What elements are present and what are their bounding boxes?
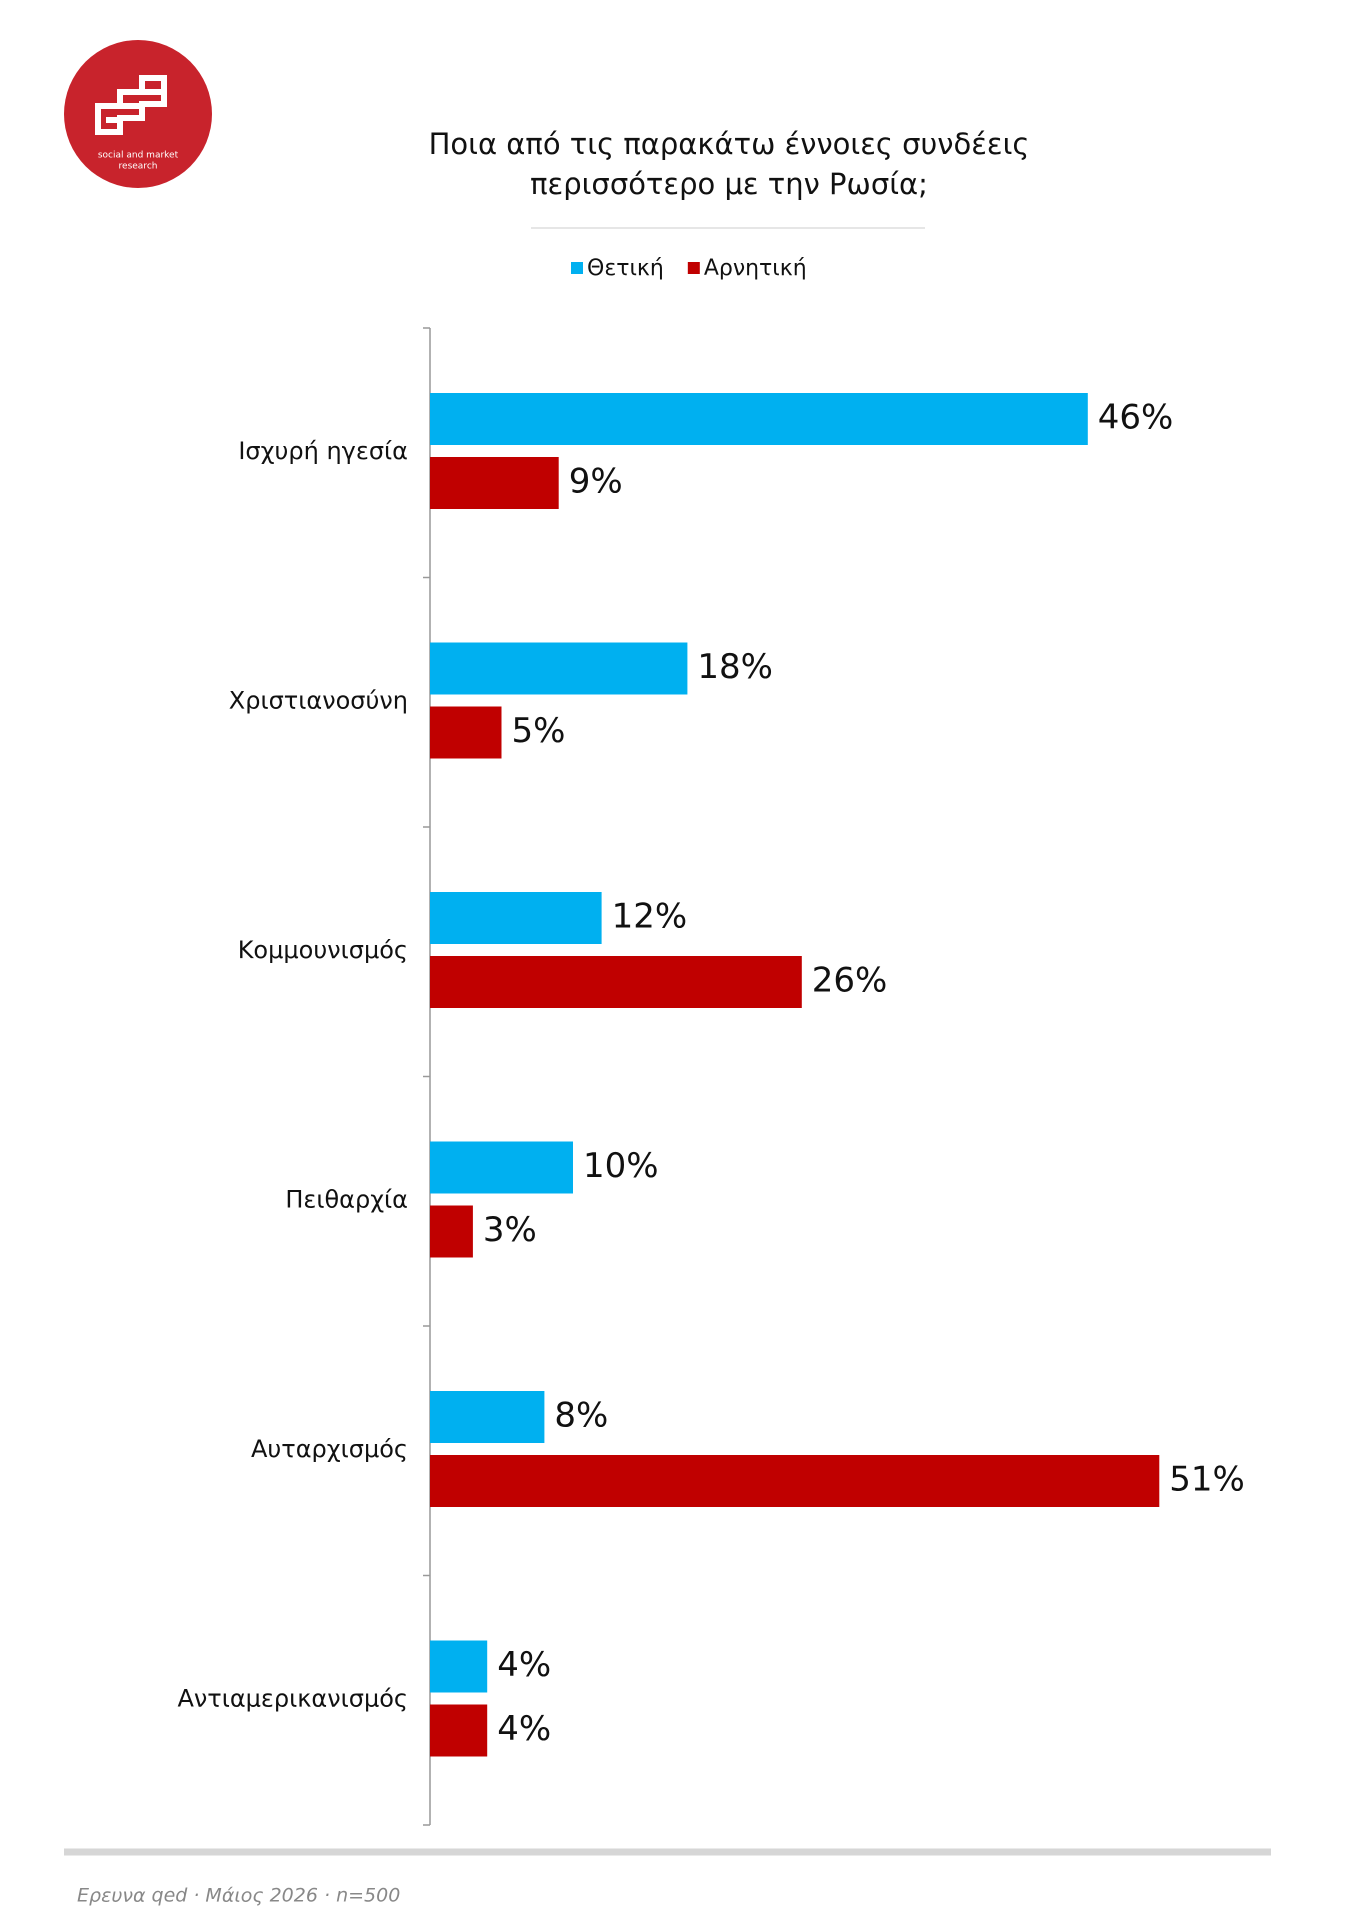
bar [430,1141,573,1194]
value-label: 4% [497,1645,551,1685]
value-label: 26% [812,961,888,1001]
legend-label: Αρνητική [704,256,807,281]
bar [430,1455,1160,1507]
footer: Ερευνα qed · Μάιος 2026 · n=500 [77,1885,400,1907]
logo-text: social and market [98,151,179,161]
bar [430,1391,545,1443]
bar [430,393,1088,445]
bar [430,956,802,1008]
value-label: 12% [612,897,688,937]
bar [430,642,688,695]
bar [430,892,602,944]
category-label: Ισχυρή ηγεσία [238,437,408,465]
chart-title: Ποια από τις παρακάτω έννοιες συνδέεις [429,127,1030,161]
value-label: 51% [1169,1460,1245,1500]
value-label: 46% [1098,398,1174,438]
legend-swatch [571,262,583,274]
logo-mark [95,75,167,135]
category-label: Αντιαμερικανισμός [177,1685,408,1713]
logo-circle [64,40,212,188]
value-label: 8% [554,1396,608,1436]
value-label: 3% [483,1210,537,1250]
value-label: 4% [497,1709,551,1749]
category-label: Αυταρχισμός [251,1435,408,1463]
logo-text: research [119,162,158,172]
value-label: 18% [697,647,773,687]
bar [430,457,559,509]
value-label: 10% [583,1146,659,1186]
category-label: Κομμουνισμός [238,936,408,964]
bar [430,1640,488,1693]
value-label: 9% [569,462,623,502]
category-label: Χριστιανοσύνη [229,687,408,715]
chart-title: περισσότερο με την Ρωσία; [530,167,928,201]
bar [430,1205,473,1258]
legend-label: Θετική [587,256,664,281]
logo: social and market research [64,40,212,188]
bar [430,706,502,759]
category-label: Πειθαρχία [285,1186,408,1214]
bar [430,1704,488,1757]
value-label: 5% [512,711,566,751]
legend-swatch [687,262,700,274]
